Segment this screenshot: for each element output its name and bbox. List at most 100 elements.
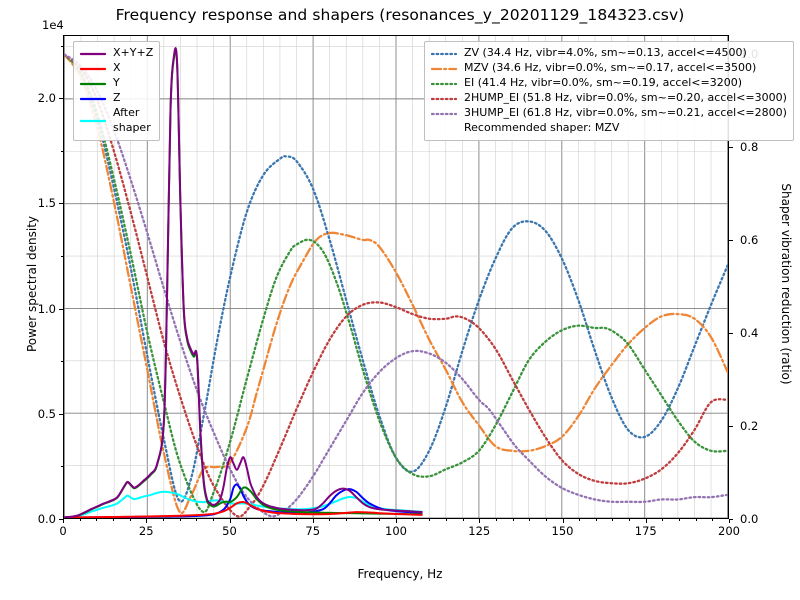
y-tick-label: 0.5 bbox=[37, 406, 56, 421]
psd-curve-after-shaper bbox=[64, 490, 423, 518]
legend-item-3hump_ei: 3HUMP_EI (61.8 Hz, vibr=0.0%, sm~=0.21, … bbox=[431, 106, 787, 121]
legend-shapers: ZV (34.4 Hz, vibr=4.0%, sm~=0.13, accel<… bbox=[424, 41, 794, 141]
data-layer bbox=[64, 47, 728, 518]
legend-item-y: Y bbox=[80, 76, 153, 91]
x-tick-mark bbox=[63, 519, 64, 523]
y2-tick-mark bbox=[729, 332, 733, 334]
legend-spacer bbox=[431, 123, 457, 135]
legend-item-label: Y bbox=[113, 76, 120, 90]
legend-item-label: ZV (34.4 Hz, vibr=4.0%, sm~=0.13, accel<… bbox=[464, 46, 747, 60]
x-minor-tick bbox=[279, 519, 281, 522]
y2-axis-title: Shaper vibration reduction (ratio) bbox=[779, 183, 793, 385]
x-tick-label: 50 bbox=[222, 524, 237, 538]
x-tick-mark bbox=[396, 519, 397, 523]
x-minor-tick bbox=[262, 519, 264, 522]
legend-color-swatch bbox=[80, 63, 106, 75]
shaper-curve-mzv bbox=[64, 53, 728, 515]
x-minor-tick bbox=[579, 519, 581, 522]
legend-item-z: Z bbox=[80, 91, 153, 106]
x-tick-label: 150 bbox=[551, 524, 574, 538]
x-minor-tick bbox=[329, 519, 331, 522]
legend-item-label: EI (41.4 Hz, vibr=0.0%, sm~=0.19, accel<… bbox=[464, 76, 742, 90]
legend-item-label: After shaper bbox=[113, 106, 151, 134]
legend-color-swatch bbox=[431, 48, 457, 60]
x-minor-tick bbox=[79, 519, 81, 522]
x-minor-tick bbox=[96, 519, 98, 522]
y-minor-tick bbox=[60, 255, 63, 257]
legend-psd: X+Y+Z X Y Z After shaper bbox=[73, 41, 161, 141]
y-axis-title: Power spectral density bbox=[25, 215, 39, 353]
x-minor-tick bbox=[529, 519, 531, 522]
x-minor-tick bbox=[162, 519, 164, 522]
y2-tick-label: 0.0 bbox=[740, 512, 759, 526]
x-tick-label: 125 bbox=[468, 524, 491, 538]
x-tick-mark bbox=[562, 519, 564, 523]
x-minor-tick bbox=[362, 519, 364, 522]
psd-curve-x-y-z bbox=[64, 47, 423, 518]
legend-color-swatch bbox=[431, 108, 457, 120]
legend-color-swatch bbox=[80, 115, 106, 127]
x-minor-tick bbox=[412, 519, 414, 522]
shaper-curve-ei bbox=[64, 53, 728, 514]
x-tick-mark bbox=[729, 519, 730, 523]
y-axis-offset-text: 1e4 bbox=[42, 18, 64, 32]
x-axis-title: Frequency, Hz bbox=[357, 567, 443, 581]
y2-tick-label: 0.4 bbox=[740, 325, 759, 340]
legend-color-swatch bbox=[80, 48, 106, 60]
x-minor-tick bbox=[112, 519, 114, 522]
legend-color-swatch bbox=[431, 93, 457, 105]
legend-item-mzv: MZV (34.6 Hz, vibr=0.0%, sm~=0.17, accel… bbox=[431, 61, 787, 76]
x-tick-mark bbox=[645, 519, 647, 523]
x-minor-tick bbox=[462, 519, 464, 522]
x-minor-tick bbox=[612, 519, 614, 522]
x-minor-tick bbox=[662, 519, 664, 522]
legend-color-swatch bbox=[80, 93, 106, 105]
y-tick-mark bbox=[59, 308, 63, 310]
x-tick-label: 0 bbox=[59, 524, 67, 538]
x-tick-label: 100 bbox=[385, 524, 407, 538]
x-minor-tick bbox=[346, 519, 348, 522]
legend-item-2hump_ei: 2HUMP_EI (51.8 Hz, vibr=0.0%, sm~=0.20, … bbox=[431, 91, 787, 106]
x-tick-mark bbox=[479, 519, 481, 523]
legend-item-after-shaper: After shaper bbox=[80, 106, 153, 136]
y2-tick-mark bbox=[729, 146, 733, 148]
x-tick-label: 25 bbox=[138, 524, 154, 538]
y-minor-tick bbox=[60, 45, 63, 47]
x-tick-mark bbox=[229, 519, 231, 523]
legend-color-swatch bbox=[431, 78, 457, 90]
legend-color-swatch bbox=[80, 78, 106, 90]
legend-item-label: X+Y+Z bbox=[113, 46, 154, 60]
x-minor-tick bbox=[129, 519, 131, 522]
legend-color-swatch bbox=[431, 63, 457, 75]
legend-item-zv: ZV (34.4 Hz, vibr=4.0%, sm~=0.13, accel<… bbox=[431, 46, 787, 61]
x-minor-tick bbox=[595, 519, 597, 522]
x-minor-tick bbox=[429, 519, 431, 522]
legend-item-label: 2HUMP_EI (51.8 Hz, vibr=0.0%, sm~=0.20, … bbox=[464, 91, 787, 105]
legend-item-label: MZV (34.6 Hz, vibr=0.0%, sm~=0.17, accel… bbox=[464, 61, 757, 75]
recommended-shaper-note: Recommended shaper: MZV bbox=[431, 121, 787, 136]
x-minor-tick bbox=[296, 519, 298, 522]
y-minor-tick bbox=[60, 150, 63, 152]
x-minor-tick bbox=[512, 519, 514, 522]
legend-item-label: Z bbox=[113, 91, 121, 105]
psd-curve-x bbox=[64, 501, 423, 518]
y-tick-label: 1.0 bbox=[37, 301, 56, 316]
x-minor-tick bbox=[679, 519, 681, 522]
x-tick-label: 175 bbox=[634, 524, 657, 538]
y-tick-mark bbox=[59, 98, 63, 100]
x-minor-tick bbox=[712, 519, 714, 522]
y2-tick-label: 0.2 bbox=[740, 418, 759, 433]
legend-item-label: X bbox=[113, 61, 121, 75]
y-minor-tick bbox=[60, 466, 63, 468]
shaper-curve-2hump_ei bbox=[64, 53, 728, 518]
x-minor-tick bbox=[629, 519, 631, 522]
x-tick-label: 200 bbox=[718, 524, 740, 538]
y-tick-label: 1.5 bbox=[37, 196, 56, 211]
x-minor-tick bbox=[212, 519, 214, 522]
shaper-curve-3hump_ei bbox=[64, 53, 728, 518]
y-tick-mark bbox=[59, 203, 63, 205]
x-minor-tick bbox=[495, 519, 497, 522]
x-minor-tick bbox=[179, 519, 181, 522]
y2-tick-mark bbox=[729, 239, 733, 241]
